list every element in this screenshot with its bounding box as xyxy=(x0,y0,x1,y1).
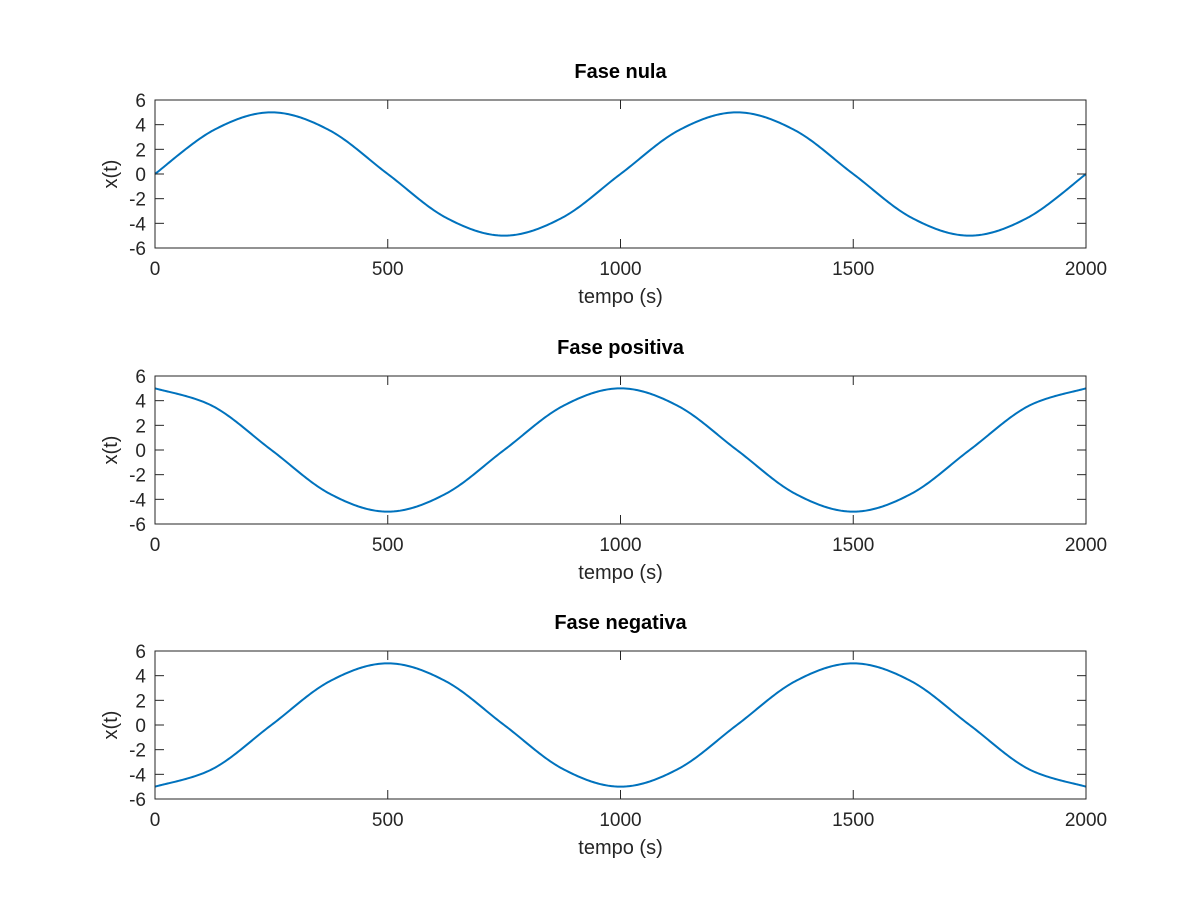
y-tick-label: 6 xyxy=(135,642,146,663)
y-axis-label: x(t) xyxy=(100,711,122,740)
x-axis-label: tempo (s) xyxy=(578,286,662,308)
y-tick-label: 0 xyxy=(135,441,146,462)
y-tick-label: 6 xyxy=(135,367,146,388)
x-axis-label: tempo (s) xyxy=(578,837,662,859)
y-tick-label: -4 xyxy=(129,490,146,511)
subplot-1: Fase nula 0 500 1000 1500 2000 -6 -4 -2 0 2 4 6 tempo… xyxy=(100,61,1107,308)
y-tick-label: -6 xyxy=(129,790,146,811)
x-tick-label: 2000 xyxy=(1065,810,1107,831)
x-tick-label: 2000 xyxy=(1065,259,1107,280)
y-tick-label: 0 xyxy=(135,165,146,186)
y-tick-label: 6 xyxy=(135,91,146,112)
x-tick-label: 0 xyxy=(150,259,161,280)
axes-box xyxy=(154,375,1087,525)
y-tick-label: 0 xyxy=(135,716,146,737)
y-tick-label: 2 xyxy=(135,691,146,712)
x-tick-label: 1500 xyxy=(832,259,874,280)
x-tick-label: 0 xyxy=(150,810,161,831)
y-tick-label: -4 xyxy=(129,765,146,786)
subplot-3: Fase negativa 0 500 1000 1500 2000 -6 -4 -2 0 2 4 6 t… xyxy=(100,612,1107,859)
x-tick-label: 1500 xyxy=(832,810,874,831)
series-line xyxy=(154,387,1087,513)
x-tick-label: 0 xyxy=(150,535,161,556)
y-tick-label: -2 xyxy=(129,466,146,487)
y-tick-label: -4 xyxy=(129,214,146,235)
x-axis-label: tempo (s) xyxy=(578,562,662,584)
x-tick-label: 1000 xyxy=(599,810,641,831)
y-tick-label: 4 xyxy=(135,667,146,688)
y-tick-label: -6 xyxy=(129,515,146,536)
chart-title: Fase nula xyxy=(574,61,667,83)
x-tick-label: 1500 xyxy=(832,535,874,556)
chart-title: Fase negativa xyxy=(554,612,687,634)
y-tick-label: 4 xyxy=(135,392,146,413)
y-axis-label: x(t) xyxy=(100,160,122,189)
axes-box xyxy=(154,650,1087,800)
y-axis-label: x(t) xyxy=(100,436,122,465)
x-tick-label: 500 xyxy=(372,810,404,831)
y-tick-label: -2 xyxy=(129,741,146,762)
x-tick-label: 2000 xyxy=(1065,535,1107,556)
series-line xyxy=(154,662,1087,788)
y-tick-label: 2 xyxy=(135,416,146,437)
series-line xyxy=(154,111,1087,237)
y-tick-label: -2 xyxy=(129,190,146,211)
y-tick-label: 4 xyxy=(135,116,146,137)
y-tick-label: 2 xyxy=(135,140,146,161)
subplot-2: Fase positiva 0 500 1000 1500 2000 -6 -4 -2 0 2 4 6 t… xyxy=(100,337,1107,584)
x-tick-label: 1000 xyxy=(599,535,641,556)
y-tick-label: -6 xyxy=(129,239,146,260)
x-tick-label: 1000 xyxy=(599,259,641,280)
chart-title: Fase positiva xyxy=(557,337,685,359)
x-tick-label: 500 xyxy=(372,259,404,280)
x-tick-label: 500 xyxy=(372,535,404,556)
